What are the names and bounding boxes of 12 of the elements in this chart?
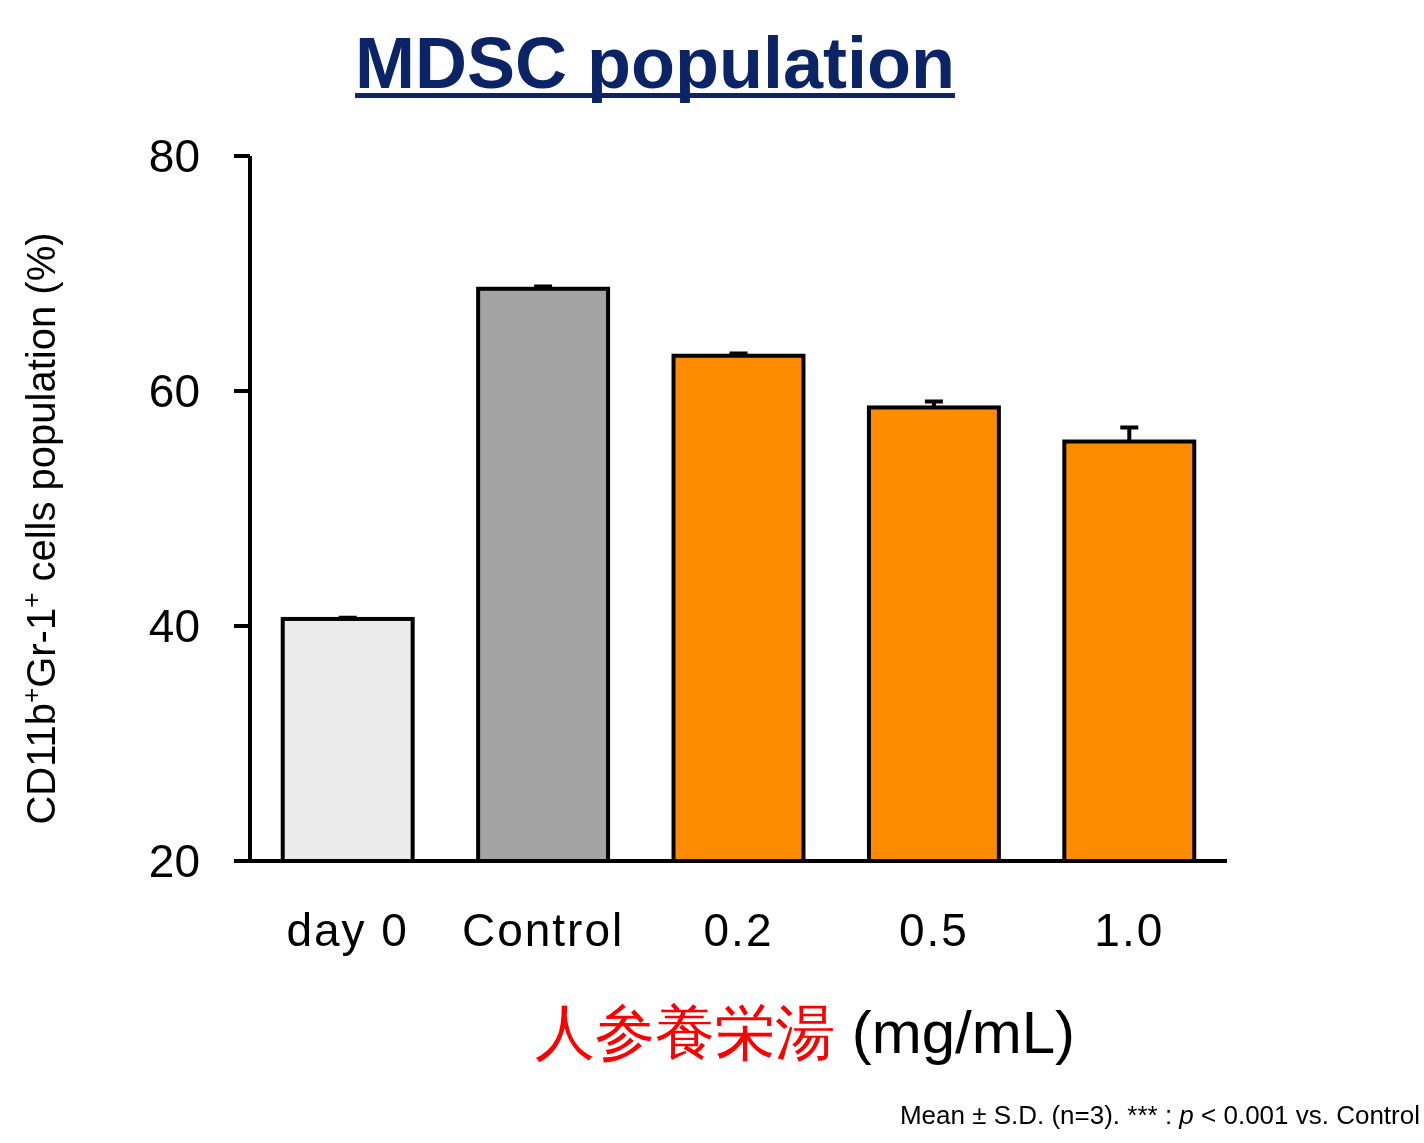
x-tick-label: day 0 — [286, 904, 409, 956]
y-tick-label: 40 — [148, 600, 200, 652]
y-tick-label: 80 — [148, 130, 200, 182]
x-tick-label: 1.0 — [1094, 904, 1165, 956]
x-tick-label: 0.5 — [898, 904, 969, 956]
y-tick-label: 20 — [148, 835, 200, 887]
x-tick-label: 0.2 — [703, 904, 774, 956]
x-tick-label: Control — [461, 904, 625, 956]
x-axis-title: 人参養栄湯 (mg/mL) — [535, 999, 1075, 1066]
chart-title: MDSC population — [355, 23, 955, 103]
text: Mean ± S.D. (n=3). *** : p < 0.001 vs. Control — [899, 1100, 1420, 1130]
y-tick-label: 60 — [148, 365, 200, 417]
